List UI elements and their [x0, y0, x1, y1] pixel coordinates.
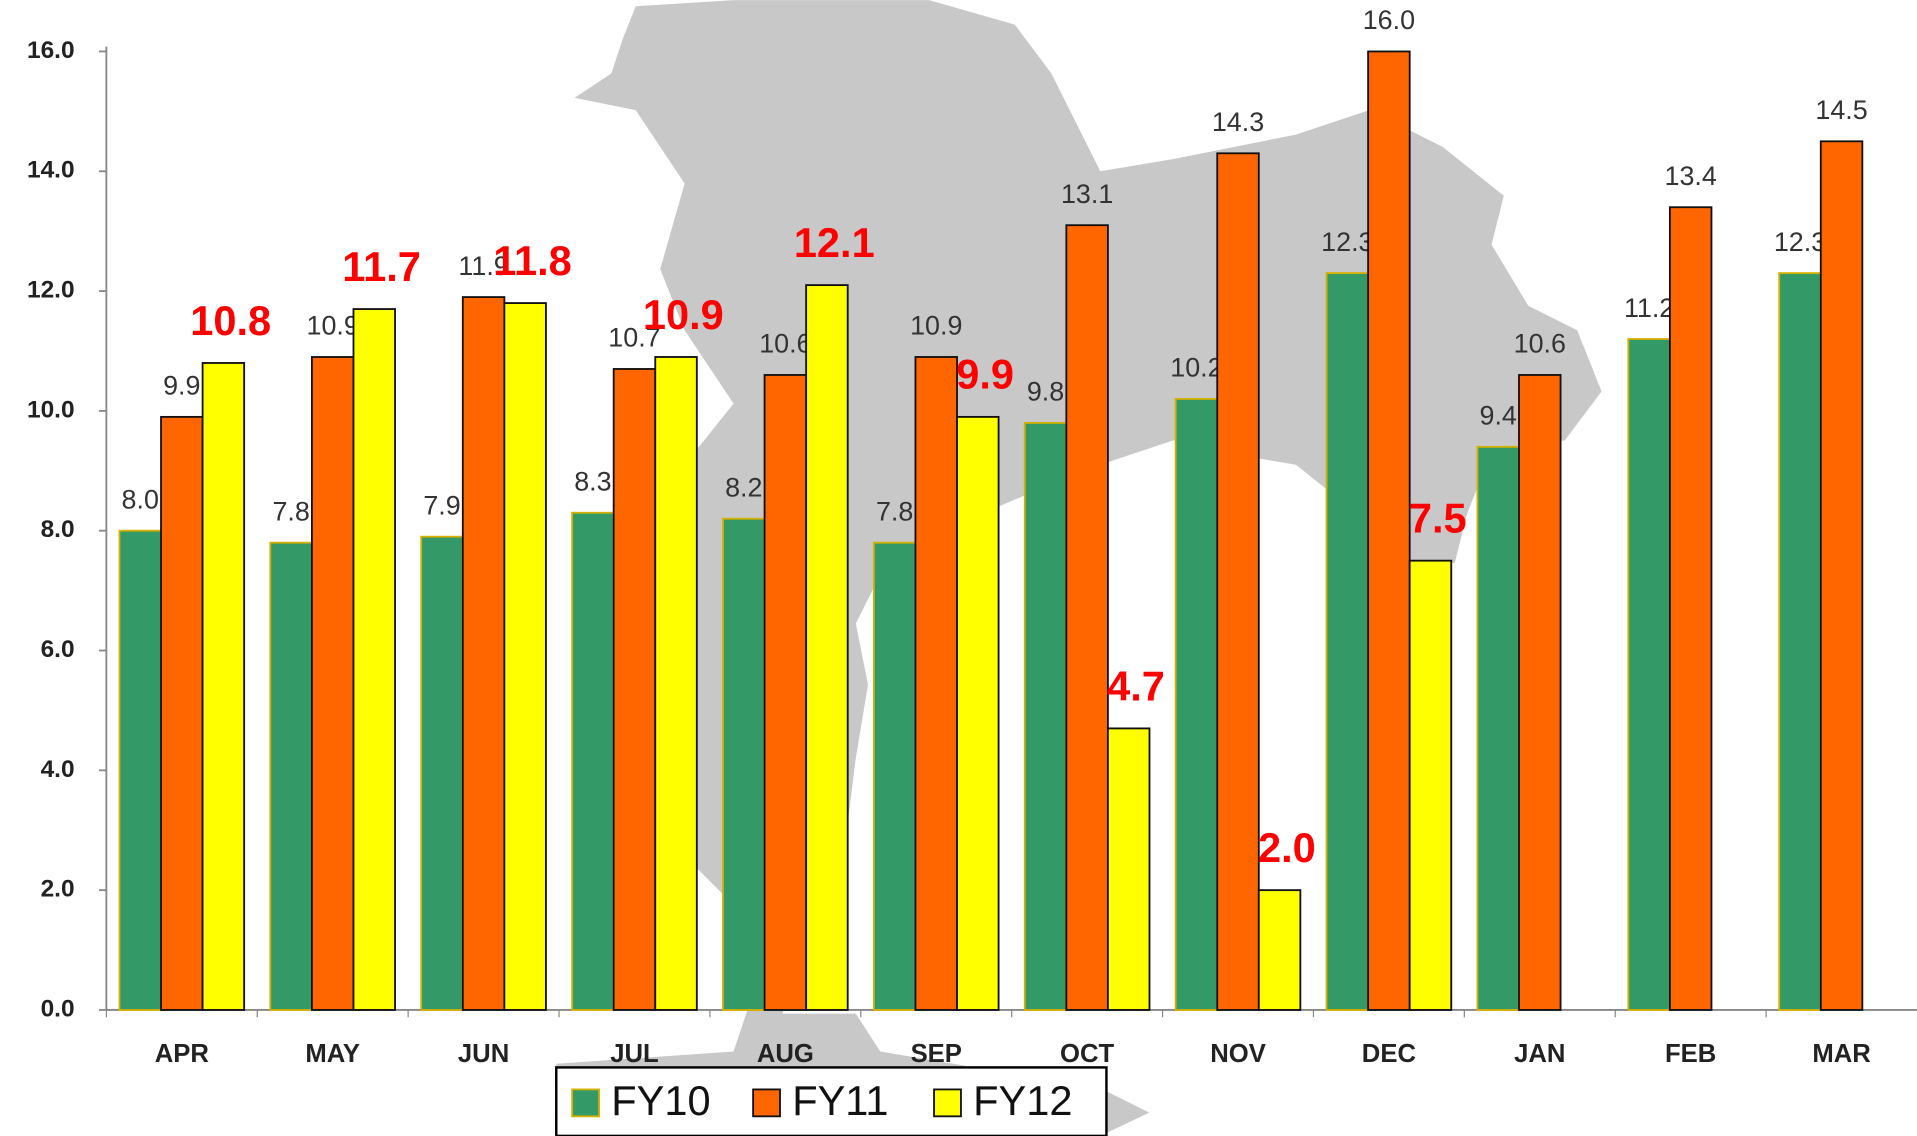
- data-label: 12.1: [794, 219, 875, 266]
- data-label: 8.3: [574, 467, 611, 497]
- bar: [1518, 374, 1562, 1011]
- legend-swatch: [752, 1088, 781, 1118]
- x-tick-label: SEP: [911, 1040, 962, 1068]
- bar: [722, 517, 766, 1011]
- data-label: 9.4: [1480, 401, 1517, 431]
- data-label: 13.4: [1665, 161, 1717, 191]
- bar: [805, 284, 849, 1011]
- bar: [1325, 272, 1370, 1011]
- legend-label: FY11: [792, 1077, 888, 1124]
- bar: [269, 541, 313, 1011]
- data-label: 14.5: [1815, 95, 1867, 125]
- bar: [1106, 727, 1151, 1011]
- data-label: 9.9: [956, 351, 1014, 398]
- data-label: 11.2: [1624, 293, 1674, 323]
- bar: [160, 415, 204, 1011]
- data-label: 16.0: [1363, 5, 1415, 35]
- data-label: 10.9: [910, 311, 962, 341]
- bar: [1257, 889, 1302, 1011]
- bar: [1174, 398, 1219, 1011]
- legend-swatch: [933, 1088, 962, 1118]
- data-label: 11.8: [493, 237, 572, 284]
- bar: [763, 374, 808, 1011]
- data-label: 10.9: [307, 311, 359, 341]
- bar: [1778, 272, 1822, 1011]
- data-label: 7.8: [272, 496, 309, 526]
- data-label: 12.3: [1774, 227, 1826, 257]
- bar: [461, 296, 506, 1011]
- bar: [914, 356, 958, 1011]
- bar: [1627, 338, 1671, 1011]
- bar: [872, 541, 917, 1011]
- data-label: 14.3: [1212, 107, 1264, 137]
- data-label: 7.8: [876, 496, 913, 526]
- data-label: 12.3: [1321, 227, 1373, 257]
- y-tick-label: 0.0: [41, 995, 75, 1022]
- legend-label: FY10: [611, 1077, 710, 1124]
- bar: [1023, 421, 1068, 1011]
- data-label: 2.0: [1258, 824, 1316, 871]
- bar: [352, 308, 396, 1011]
- y-tick-label: 16.0: [27, 37, 75, 64]
- data-label: 10.6: [759, 329, 811, 359]
- bar: [1065, 224, 1109, 1011]
- y-tick-label: 14.0: [27, 157, 75, 184]
- legend-label: FY12: [973, 1077, 1072, 1124]
- bar: [503, 302, 547, 1011]
- x-tick-label: MAY: [305, 1040, 360, 1068]
- x-tick-label: MAR: [1812, 1040, 1870, 1068]
- y-tick-label: 8.0: [41, 516, 75, 543]
- bar: [310, 356, 355, 1011]
- data-label: 11.7: [342, 243, 421, 290]
- data-label: 4.7: [1107, 662, 1165, 709]
- x-tick-label: FEB: [1665, 1040, 1716, 1068]
- x-tick-label: APR: [155, 1040, 209, 1068]
- x-tick-label: DEC: [1362, 1040, 1416, 1068]
- y-tick-label: 2.0: [41, 876, 75, 903]
- bar: [1408, 559, 1453, 1011]
- bar: [1476, 445, 1520, 1011]
- x-tick-label: AUG: [757, 1040, 814, 1068]
- data-label: 10.6: [1514, 329, 1566, 359]
- data-label: 8.0: [122, 484, 159, 514]
- bar: [118, 529, 162, 1011]
- bar: [201, 362, 246, 1011]
- bar: [420, 535, 464, 1011]
- x-tick-label: NOV: [1210, 1040, 1266, 1068]
- data-label: 7.9: [423, 490, 460, 520]
- x-tick-label: JUL: [610, 1040, 658, 1068]
- data-label: 11.9: [458, 251, 508, 281]
- x-tick-label: JAN: [1514, 1040, 1565, 1068]
- data-label: 10.2: [1170, 353, 1222, 383]
- data-label: 10.9: [643, 291, 724, 338]
- bar: [1367, 50, 1411, 1011]
- bar: [571, 511, 615, 1011]
- bar: [612, 368, 657, 1011]
- bar: [1216, 152, 1260, 1011]
- data-label: 9.9: [163, 371, 200, 401]
- y-tick-label: 12.0: [27, 277, 75, 304]
- data-label: 8.2: [725, 472, 762, 502]
- bar: [654, 356, 698, 1011]
- x-tick-label: JUN: [458, 1040, 509, 1068]
- y-tick-label: 6.0: [41, 636, 75, 663]
- bar: [1668, 206, 1713, 1011]
- y-tick-label: 4.0: [41, 756, 75, 783]
- data-label: 10.7: [608, 323, 660, 353]
- y-tick-label: 10.0: [27, 396, 75, 423]
- x-tick-label: OCT: [1060, 1040, 1114, 1068]
- data-label: 7.5: [1409, 495, 1467, 542]
- bar: [1819, 140, 1864, 1011]
- legend-swatch: [571, 1088, 600, 1118]
- bar: [956, 415, 1000, 1011]
- data-label: 9.8: [1027, 377, 1064, 407]
- data-label: 10.8: [190, 297, 271, 344]
- data-label: 13.1: [1061, 179, 1113, 209]
